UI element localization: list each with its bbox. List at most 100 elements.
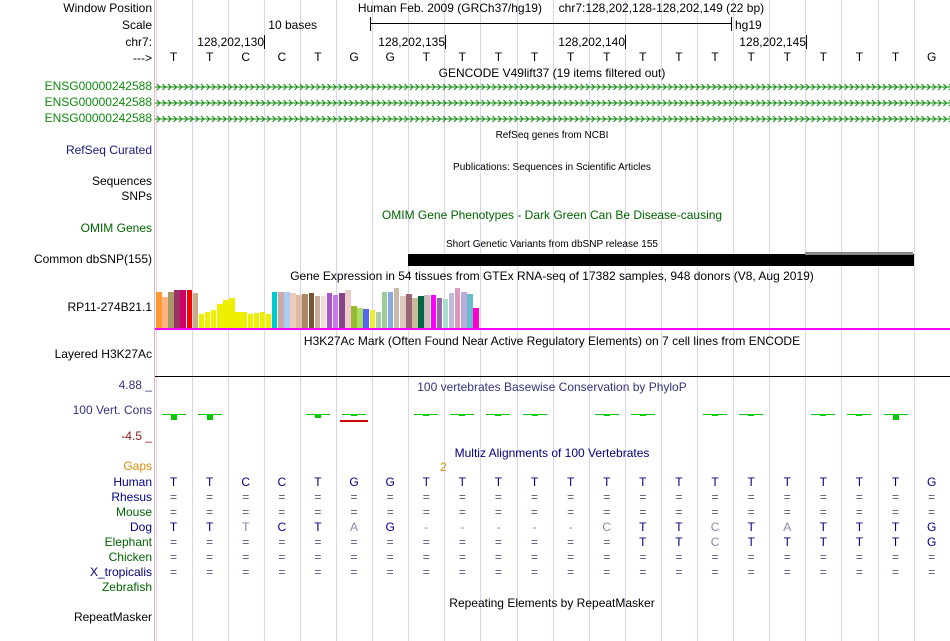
gtex-tissue-bar[interactable] <box>241 312 247 328</box>
gencode-item-label-3[interactable]: ENSG00000242588 <box>44 111 152 125</box>
dbsnp-track-label[interactable]: Common dbSNP(155) <box>33 252 152 266</box>
gtex-tissue-bar[interactable] <box>253 313 260 328</box>
gtex-tissue-bar[interactable] <box>168 292 174 328</box>
phylop-score-bar[interactable] <box>603 414 610 416</box>
gtex-tissue-bar[interactable] <box>369 310 375 328</box>
phylop-score-bar[interactable] <box>495 414 502 416</box>
gtex-tissue-bar[interactable] <box>406 294 412 328</box>
gtex-tissue-bar[interactable] <box>461 292 467 328</box>
publications-sequences-label[interactable]: Sequences <box>91 174 152 188</box>
multiz-track-title[interactable]: Multiz Alignments of 100 Vertebrates <box>454 446 650 460</box>
gencode-item-label-1[interactable]: ENSG00000242588 <box>44 79 152 93</box>
gencode-gene-feature-2[interactable] <box>155 97 950 109</box>
phylop-score-bar[interactable] <box>459 414 466 416</box>
gtex-tissue-bar[interactable] <box>174 290 180 328</box>
phylop-track-label[interactable]: 100 Vert. Cons <box>72 403 152 417</box>
species-label[interactable]: Dog <box>129 520 152 534</box>
gtex-tissue-bar[interactable] <box>290 293 296 328</box>
gtex-tissue-bar[interactable] <box>400 296 406 328</box>
species-label[interactable]: Zebrafish <box>101 580 152 594</box>
gtex-tissue-bar[interactable] <box>229 298 235 328</box>
phylop-negative-mark[interactable] <box>340 420 369 422</box>
gencode-gene-feature-1[interactable] <box>155 81 950 93</box>
gtex-tissue-bar[interactable] <box>332 295 339 328</box>
gtex-tissue-bar[interactable] <box>387 292 394 328</box>
gtex-tissue-bar[interactable] <box>430 295 436 328</box>
gtex-tissue-bar[interactable] <box>217 304 223 328</box>
phylop-score-bar[interactable] <box>206 414 213 420</box>
phylop-score-bar[interactable] <box>748 414 755 416</box>
gencode-track-title[interactable]: GENCODE V49lift37 (19 items filtered out… <box>438 66 666 80</box>
phylop-score-bar[interactable] <box>351 414 358 416</box>
phylop-score-bar[interactable] <box>712 414 719 416</box>
gtex-tissue-bar[interactable] <box>198 314 205 328</box>
phylop-score-bar[interactable] <box>314 414 321 418</box>
gtex-tissue-bar[interactable] <box>308 293 314 328</box>
gtex-tissue-bar[interactable] <box>473 308 479 328</box>
track-data-pane[interactable]: Human Feb. 2009 (GRCh37/hg19) chr7:128,2… <box>155 0 950 641</box>
gtex-tissue-bar[interactable] <box>412 298 418 328</box>
h3k27ac-track-label[interactable]: Layered H3K27Ac <box>54 347 152 361</box>
gtex-tissue-bar[interactable] <box>223 300 229 328</box>
gtex-tissue-bar[interactable] <box>210 310 217 328</box>
species-label[interactable]: Rhesus <box>111 490 152 504</box>
gtex-tissue-bar[interactable] <box>271 292 278 328</box>
species-label[interactable]: Elephant <box>104 535 152 549</box>
gtex-tissue-bar[interactable] <box>296 295 302 328</box>
publications-track-title[interactable]: Publications: Sequences in Scientific Ar… <box>453 162 651 173</box>
gtex-tissue-bar[interactable] <box>357 308 363 328</box>
species-label[interactable]: Mouse <box>115 505 152 519</box>
phylop-score-bar[interactable] <box>423 414 430 416</box>
gtex-tissue-bar[interactable] <box>436 298 443 328</box>
gtex-tissue-bar[interactable] <box>375 312 382 328</box>
gtex-tissue-bar[interactable] <box>247 314 253 328</box>
gtex-tissue-bar[interactable] <box>186 290 192 328</box>
gtex-tissue-bar[interactable] <box>192 293 199 328</box>
phylop-score-bar[interactable] <box>820 414 827 416</box>
dbsnp-variant-bar[interactable] <box>408 254 914 266</box>
gtex-tissue-bar[interactable] <box>320 296 327 328</box>
gtex-tissue-bar[interactable] <box>326 293 333 328</box>
phylop-score-bar[interactable] <box>531 414 538 416</box>
gtex-tissue-bar[interactable] <box>467 294 473 328</box>
refseq-track-title[interactable]: RefSeq genes from NCBI <box>495 130 609 141</box>
gtex-tissue-bar[interactable] <box>278 292 284 328</box>
gencode-item-label-2[interactable]: ENSG00000242588 <box>44 95 152 109</box>
dbsnp-track-title[interactable]: Short Genetic Variants from dbSNP releas… <box>446 239 658 250</box>
gtex-tissue-bar[interactable] <box>156 292 162 328</box>
omim-track-title[interactable]: OMIM Gene Phenotypes - Dark Green Can Be… <box>381 208 723 222</box>
gtex-tissue-bar[interactable] <box>284 292 290 328</box>
gtex-tissue-bar[interactable] <box>424 295 430 328</box>
species-label[interactable]: Chicken <box>108 550 152 564</box>
refseq-track-label[interactable]: RefSeq Curated <box>65 143 152 157</box>
phylop-track-title[interactable]: 100 vertebrates Basewise Conservation by… <box>417 380 687 394</box>
phylop-score-bar[interactable] <box>892 414 899 420</box>
gtex-tissue-bar[interactable] <box>180 290 186 328</box>
gtex-tissue-bar[interactable] <box>162 297 168 328</box>
phylop-score-bar[interactable] <box>856 414 863 416</box>
gtex-tissue-bar[interactable] <box>235 312 241 328</box>
gtex-tissue-bar[interactable] <box>393 288 400 328</box>
gtex-tissue-bar[interactable] <box>345 290 351 328</box>
dbsnp-variant-highlight[interactable] <box>805 252 913 255</box>
repeatmasker-track-label[interactable]: RepeatMasker <box>73 610 152 624</box>
gtex-tissue-bar[interactable] <box>381 292 388 328</box>
species-label[interactable]: X_tropicalis <box>89 565 152 579</box>
omim-track-label[interactable]: OMIM Genes <box>80 221 152 235</box>
gtex-tissue-bar[interactable] <box>265 314 272 328</box>
gtex-tissue-bar[interactable] <box>363 309 369 328</box>
gtex-tissue-bar[interactable] <box>454 288 461 328</box>
h3k27ac-track-title[interactable]: H3K27Ac Mark (Often Found Near Active Re… <box>303 334 801 348</box>
pane-divider[interactable] <box>154 0 155 641</box>
phylop-score-bar[interactable] <box>639 414 646 416</box>
publications-snps-label[interactable]: SNPs <box>121 189 152 203</box>
gtex-tissue-bar[interactable] <box>302 294 308 328</box>
phylop-score-bar[interactable] <box>170 414 177 420</box>
species-label[interactable]: Human <box>113 475 152 489</box>
gtex-tissue-bar[interactable] <box>314 296 321 328</box>
gtex-tissue-bar[interactable] <box>259 312 266 328</box>
gtex-tissue-bar[interactable] <box>204 312 211 328</box>
gtex-gene-label[interactable]: RP11-274B21.1 <box>67 300 152 314</box>
repeatmasker-track-title[interactable]: Repeating Elements by RepeatMasker <box>449 596 655 610</box>
gtex-tissue-bar[interactable] <box>448 293 455 328</box>
